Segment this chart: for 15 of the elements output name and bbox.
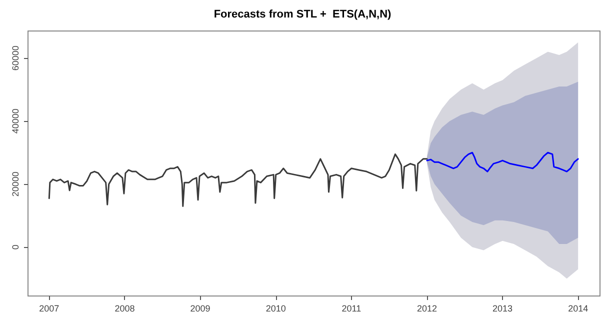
- x-tick-label: 2012: [416, 304, 437, 314]
- x-tick-label: 2013: [492, 304, 513, 314]
- x-tick-label: 2007: [39, 304, 60, 314]
- x-tick-label: 2014: [568, 304, 588, 314]
- y-tick-label: 40000: [10, 108, 20, 134]
- y-tick-label: 0: [10, 244, 20, 250]
- x-tick-label: 2008: [114, 304, 135, 314]
- x-tick-label: 2009: [190, 304, 210, 314]
- y-tick-label: 20000: [10, 172, 20, 197]
- y-tick-label: 60000: [10, 46, 20, 71]
- line-series: [426, 152, 579, 172]
- x-tick-label: 2010: [266, 304, 286, 314]
- x-tick-label: 2011: [342, 304, 362, 314]
- line-series: [48, 153, 428, 207]
- chart-title: Forecasts from STL + ETS(A,N,N): [214, 8, 392, 20]
